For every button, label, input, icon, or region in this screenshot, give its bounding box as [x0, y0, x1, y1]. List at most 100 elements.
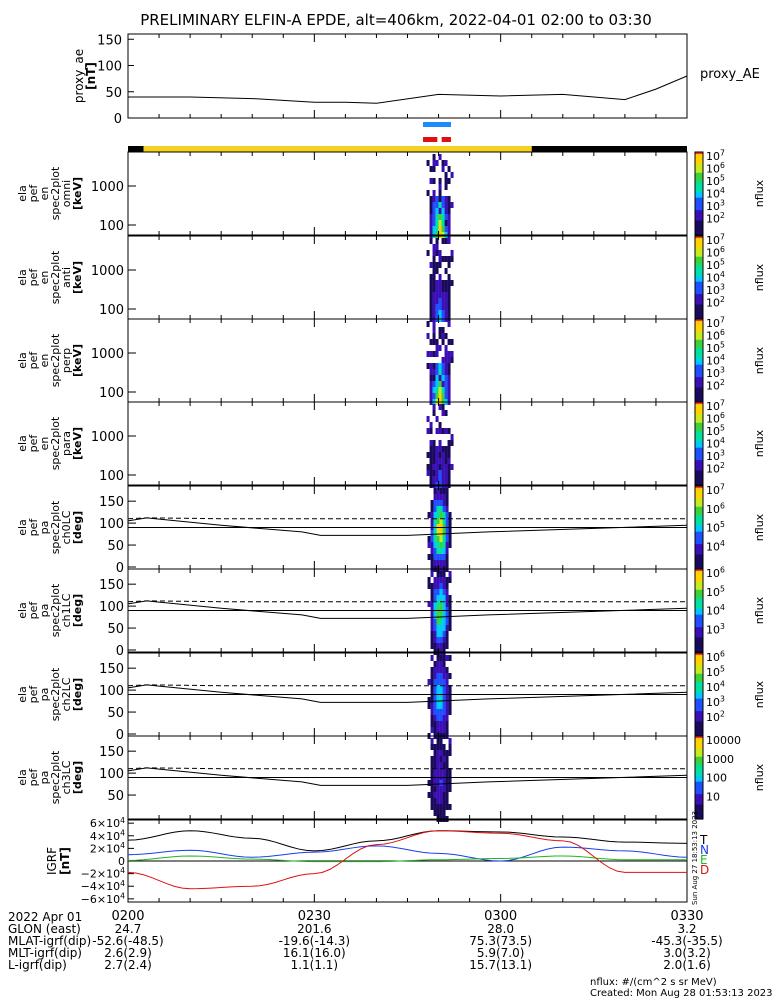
- spectrogram-perp-cell: [450, 339, 454, 345]
- spectrogram-para-cbar-cell: [695, 406, 703, 409]
- spectrogram-omni-cbar-cell: [695, 187, 703, 190]
- spectrogram-anti-cell: [447, 298, 451, 304]
- pitch-angle-ch2LC-cell: [433, 721, 437, 727]
- spectrogram-omni-cbar-cell: [695, 205, 703, 209]
- spectrogram-para-cbar-cell: [695, 416, 703, 420]
- pitch-angle-ch2LC-ylabel-line: pef: [27, 685, 40, 704]
- pitch-angle-ch1LC-cbar-cell: [695, 647, 703, 651]
- pitch-angle-ch2LC-cbar-cell: [695, 684, 703, 687]
- pitch-angle-ch2LC-cell: [448, 655, 452, 661]
- orbit-row-value: 15.7(13.1): [469, 958, 533, 972]
- orbit-row-value: 75.3(73.5): [469, 934, 533, 948]
- pitch-angle-ch3LC-cell: [436, 780, 440, 786]
- pitch-angle-ch3LC-cell: [427, 780, 431, 786]
- spectrogram-omni-cell: [432, 160, 436, 166]
- spectrogram-perp-ytick-label: 100: [99, 386, 124, 401]
- pitch-angle-ch3LC-cell: [430, 768, 434, 774]
- spectrogram-para-cbar-cell: [695, 439, 703, 443]
- pitch-angle-ch2LC-cell: [436, 721, 440, 727]
- spectrogram-anti-cbar-cell: [695, 256, 703, 260]
- pitch-angle-ch3LC-cbar-label: nflux: [753, 763, 766, 791]
- spectrogram-perp-cbar-cell: [695, 348, 703, 351]
- pitch-angle-ch3LC-cell: [439, 738, 443, 744]
- pitch-angle-ch3LC-cbar-cell: [695, 810, 703, 814]
- pitch-angle-ch0LC-cell: [430, 554, 434, 560]
- spectrogram-anti-ytick-label: 100: [99, 303, 124, 318]
- plot-title: PRELIMINARY ELFIN-A EPDE, alt=406km, 202…: [140, 11, 652, 29]
- spectrogram-anti-cbar-cell: [695, 296, 703, 299]
- pitch-angle-ch3LC-cell: [442, 798, 446, 804]
- pitch-angle-ch3LC-cell: [433, 810, 437, 816]
- spectrogram-omni-cbar-cell: [695, 152, 703, 155]
- spectrogram-omni-cell: [435, 226, 439, 232]
- pitch-angle-ch2LC-cbar-label: nflux: [753, 680, 766, 708]
- pitch-angle-ch3LC-ylabel-line: ch3LC: [60, 760, 73, 794]
- pitch-angle-ch2LC-cbar-cell: [695, 723, 703, 727]
- pitch-angle-ch2LC-cell: [445, 703, 449, 709]
- spectrogram-perp-cbar-cell: [695, 385, 703, 389]
- pitch-angle-ch1LC-cell: [430, 625, 434, 631]
- pitch-angle-ch0LC-cell: [430, 512, 434, 518]
- spectrogram-anti-cell: [450, 256, 454, 262]
- spectrogram-perp-cell: [432, 369, 436, 375]
- spectrogram-omni-cell: [429, 178, 433, 184]
- spectrogram-anti-cell: [444, 310, 448, 316]
- pitch-angle-ch0LC-cell: [445, 488, 449, 494]
- pitch-angle-ch1LC-cbar-cell: [695, 591, 703, 595]
- pitch-angle-ch1LC-cell: [436, 625, 440, 631]
- spectrogram-perp-cell: [450, 357, 454, 363]
- spectrogram-para-cell: [435, 428, 439, 434]
- spectrogram-perp-cell: [444, 375, 448, 381]
- spectrogram-para-cell: [435, 476, 439, 482]
- pitch-angle-ch2LC-ytick-label: 150: [99, 662, 124, 677]
- pitch-angle-ch1LC-cell: [439, 643, 443, 649]
- spectrogram-omni-cell: [432, 196, 436, 202]
- pitch-angle-ch2LC-cbar-cell: [695, 725, 703, 729]
- pitch-angle-ch1LC-cell: [442, 631, 446, 637]
- spectrogram-perp-cbar-tick: 102: [706, 378, 725, 392]
- spectrogram-omni-ylabel-line: pef: [27, 184, 40, 203]
- pitch-angle-ch2LC-cell: [433, 709, 437, 715]
- pitch-angle-ch0LC-cbar-cell: [695, 533, 703, 537]
- spectrogram-anti-ylabel-units: [keV]: [71, 261, 84, 294]
- pitch-angle-ch1LC-cell: [436, 613, 440, 619]
- spectrogram-perp-cbar-cell: [695, 399, 703, 403]
- pitch-angle-ch1LC-ylabel-line: pef: [27, 601, 40, 620]
- spectrogram-omni-cbar-cell: [695, 201, 703, 205]
- spectrogram-anti-cbar-tick: 105: [706, 258, 725, 272]
- pitch-angle-ch3LC-cell: [439, 804, 443, 810]
- pitch-angle-ch3LC-cell: [445, 786, 449, 792]
- pitch-angle-ch2LC-cbar-cell: [695, 677, 703, 681]
- pitch-angle-ch0LC-cell: [433, 506, 437, 512]
- pitch-angle-ch0LC-cell: [439, 560, 443, 566]
- spectrogram-omni-cbar-cell: [695, 216, 703, 219]
- pitch-angle-ch2LC-cell: [430, 721, 434, 727]
- pitch-angle-ch1LC-cbar-cell: [695, 569, 703, 572]
- pitch-angle-ch1LC-cell: [445, 613, 449, 619]
- pitch-angle-ch3LC-cbar-cell: [695, 762, 703, 766]
- spectrogram-para-cell: [441, 410, 445, 416]
- created-note: Created: Mon Aug 28 01:53:13 2023: [590, 988, 773, 999]
- pitch-angle-ch0LC-cbar-tick: 104: [706, 539, 725, 553]
- pitch-angle-ch2LC-cell: [427, 679, 431, 685]
- spectrogram-anti-cell: [441, 310, 445, 316]
- spectrogram-para-cbar-cell: [695, 449, 703, 453]
- spectrogram-perp-cell: [426, 363, 430, 369]
- spectrogram-para-cell: [432, 476, 436, 482]
- pitch-angle-ch1LC-cell: [442, 643, 446, 649]
- spectrogram-anti-cell: [444, 256, 448, 262]
- pitch-angle-ch2LC-cbar-cell: [695, 711, 703, 714]
- pitch-angle-ch2LC-cbar-cell: [695, 729, 703, 733]
- pitch-angle-ch2LC-cell: [439, 661, 443, 667]
- pitch-angle-ch1LC-cell: [445, 631, 449, 637]
- pitch-angle-ch0LC-cbar-cell: [695, 527, 703, 531]
- pitch-angle-ch2LC-cell: [445, 709, 449, 715]
- pitch-angle-ch1LC-cell: [433, 577, 437, 583]
- spectrogram-anti-cell: [447, 274, 451, 280]
- pitch-angle-ch2LC-cbar-cell: [695, 655, 703, 658]
- side-stamp: Sun Aug 27 18:53:13 2023: [691, 810, 699, 905]
- pitch-angle-ch1LC-cbar-cell: [695, 575, 703, 578]
- pitch-angle-ch0LC-cell: [427, 542, 431, 548]
- spectrogram-perp-cell: [447, 351, 451, 357]
- spectrogram-perp-cbar-cell: [695, 393, 703, 397]
